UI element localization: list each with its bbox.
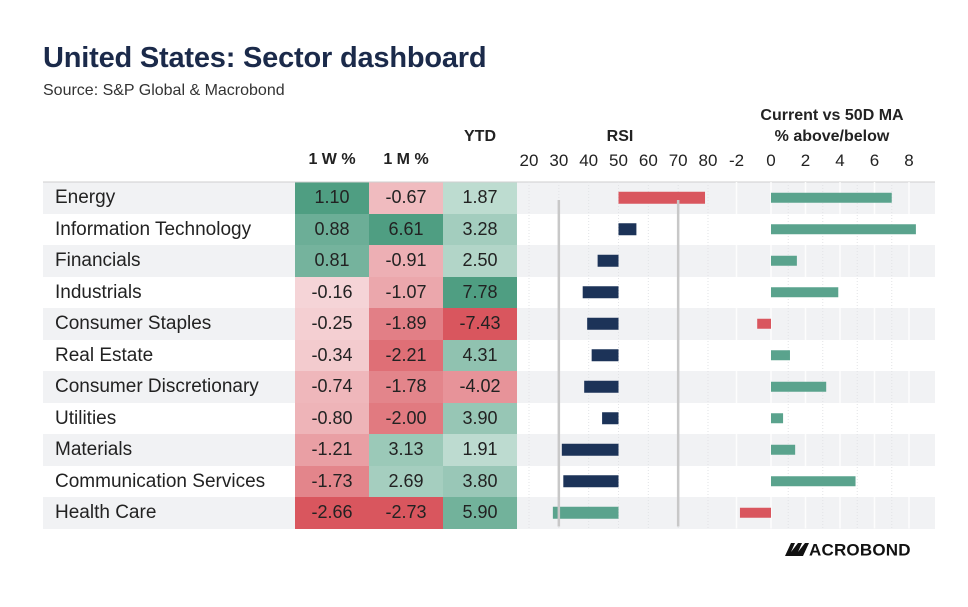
value-cell-ytd: -7.43 <box>443 308 517 340</box>
value-cell-ytd: 3.90 <box>443 402 517 434</box>
value-cell-ytd: 3.80 <box>443 465 517 497</box>
sector-label: Information Technology <box>55 218 252 240</box>
ma-bar <box>771 350 790 361</box>
rsi-bar <box>584 380 619 393</box>
rsi-tick-label: 60 <box>638 151 658 170</box>
value-cell-m1: 6.61 <box>369 213 443 245</box>
value-cell-w1: 0.81 <box>295 245 369 277</box>
ma-bar <box>739 507 771 518</box>
value-cell-m1: -1.78 <box>369 371 443 403</box>
ma-tick-label: 6 <box>869 151 880 170</box>
rsi-bar <box>587 317 619 330</box>
sector-label: Energy <box>55 187 116 208</box>
value-cell-w1: -2.66 <box>295 497 369 529</box>
value-cell-ytd: 2.50 <box>443 245 517 277</box>
rsi-bar <box>618 223 637 236</box>
sector-label: Consumer Staples <box>55 313 212 334</box>
value-cell-m1: -1.07 <box>369 276 443 308</box>
header-ytd: YTD <box>464 128 496 145</box>
value-cell-w1: -0.80 <box>295 402 369 434</box>
macrobond-logo: ACROBOND <box>785 541 911 559</box>
rsi-tick-label: 80 <box>698 151 718 170</box>
ma-bar <box>771 255 797 266</box>
sector-label: Real Estate <box>55 344 154 366</box>
sector-label: Utilities <box>55 407 117 429</box>
header-1w: 1 W % <box>308 151 356 168</box>
ma-tick-label: 8 <box>904 151 914 170</box>
ma-bar <box>771 381 827 392</box>
rsi-bar <box>597 254 619 267</box>
sector-label: Materials <box>55 439 133 460</box>
ma-tick-label: 2 <box>800 151 811 170</box>
ma-tick-label: 0 <box>766 151 776 170</box>
value-cell-ytd: 4.31 <box>443 339 517 371</box>
value-cell-w1: -0.16 <box>295 276 369 308</box>
header-ma-line1: Current vs 50D MA <box>760 107 904 124</box>
ma-bar <box>757 318 771 329</box>
value-cell-m1: -0.91 <box>369 245 443 277</box>
sector-label: Industrials <box>55 281 142 303</box>
value-cell-ytd: 1.87 <box>443 182 517 214</box>
rsi-tick-label: 70 <box>668 151 688 170</box>
ma-bar <box>771 476 856 487</box>
ma-tick-label: -2 <box>728 151 745 170</box>
value-cell-ytd: -4.02 <box>443 371 517 403</box>
header-ma-line2: % above/below <box>774 128 890 145</box>
value-cell-w1: 1.10 <box>295 182 369 214</box>
ma-tick-label: 4 <box>835 151 845 170</box>
sector-label: Health Care <box>55 502 157 523</box>
value-cell-w1: -1.21 <box>295 434 369 466</box>
value-cell-w1: -0.34 <box>295 339 369 371</box>
value-cell-w1: -0.25 <box>295 308 369 340</box>
rsi-tick-label: 30 <box>549 151 569 170</box>
rsi-bar <box>618 191 706 204</box>
sector-label: Financials <box>55 250 141 271</box>
rsi-tick-label: 50 <box>609 151 628 170</box>
ma-bar <box>771 192 892 203</box>
header-rsi: RSI <box>606 128 634 145</box>
sector-label: Communication Services <box>55 470 266 492</box>
value-cell-m1: 3.13 <box>369 434 443 466</box>
rsi-bar <box>552 506 619 519</box>
sector-label: Consumer Discretionary <box>55 376 259 397</box>
header-1m: 1 M % <box>383 151 429 168</box>
value-cell-w1: -1.73 <box>295 465 369 497</box>
value-cell-m1: 2.69 <box>369 465 443 497</box>
value-cell-w1: -0.74 <box>295 371 369 403</box>
rsi-bar <box>591 349 619 362</box>
value-cell-ytd: 1.91 <box>443 434 517 466</box>
rsi-tick-label: 20 <box>519 151 539 170</box>
logo-text: ACROBOND <box>809 541 911 559</box>
ma-bar <box>771 413 784 424</box>
value-cell-m1: -0.67 <box>369 182 443 214</box>
rsi-bar <box>602 412 619 425</box>
ma-bar <box>771 444 796 455</box>
source-subtitle: Source: S&P Global & Macrobond <box>43 82 285 99</box>
value-cell-ytd: 3.28 <box>443 213 517 245</box>
value-cell-m1: -1.89 <box>369 308 443 340</box>
value-cell-m1: -2.00 <box>369 402 443 434</box>
rsi-bar <box>561 443 619 456</box>
value-cell-w1: 0.88 <box>295 213 369 245</box>
value-cell-m1: -2.73 <box>369 497 443 529</box>
value-cell-ytd: 7.78 <box>443 276 517 308</box>
rsi-tick-label: 40 <box>579 151 599 170</box>
value-cell-ytd: 5.90 <box>443 497 517 529</box>
rsi-bar <box>563 475 619 488</box>
rsi-bar <box>582 286 619 299</box>
ma-bar <box>771 224 916 235</box>
page-title: United States: Sector dashboard <box>43 42 487 74</box>
value-cell-m1: -2.21 <box>369 339 443 371</box>
ma-bar <box>771 287 839 298</box>
